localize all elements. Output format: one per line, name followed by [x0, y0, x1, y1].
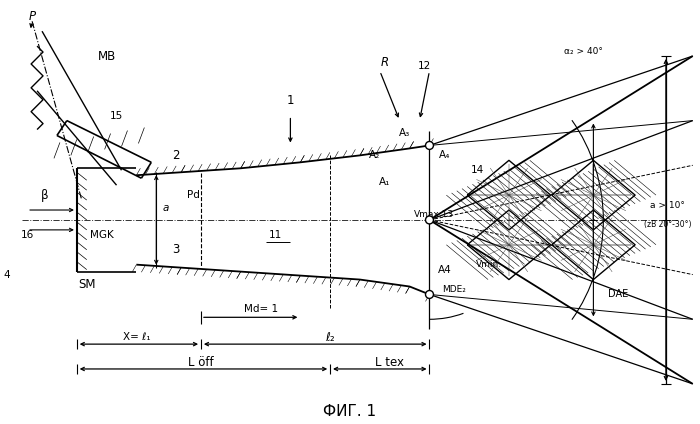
Text: 15: 15	[110, 111, 123, 121]
Text: A₂: A₂	[369, 151, 381, 160]
Text: P: P	[29, 10, 36, 23]
Text: 4: 4	[3, 270, 10, 279]
Text: MB: MB	[97, 50, 116, 62]
Text: 14: 14	[470, 165, 484, 175]
Text: Vmax.13: Vmax.13	[414, 210, 454, 220]
Text: ℓ₂: ℓ₂	[326, 331, 335, 344]
Text: X= ℓ₁: X= ℓ₁	[122, 332, 150, 342]
Text: β: β	[41, 189, 49, 201]
Circle shape	[426, 290, 433, 298]
Text: 1: 1	[286, 94, 294, 107]
Text: 2: 2	[172, 149, 180, 162]
Text: (zB 20°-30°): (zB 20°-30°)	[644, 220, 692, 229]
Text: 12: 12	[418, 61, 431, 71]
Circle shape	[426, 142, 433, 149]
Text: Md= 1: Md= 1	[244, 304, 278, 314]
Text: L öff: L öff	[188, 355, 214, 368]
Text: Vmin.: Vmin.	[476, 260, 502, 269]
Text: R: R	[381, 56, 388, 70]
Text: Pd: Pd	[187, 190, 199, 200]
Text: MDE₂: MDE₂	[442, 285, 466, 294]
Text: 16: 16	[20, 230, 34, 240]
Text: A4: A4	[438, 265, 452, 275]
Text: A₄: A₄	[439, 151, 450, 160]
Text: α₂ > 40°: α₂ > 40°	[564, 47, 603, 56]
Text: a > 10°: a > 10°	[650, 201, 685, 209]
Text: 3: 3	[172, 243, 180, 256]
Text: MGK: MGK	[90, 230, 113, 240]
Text: ФИГ. 1: ФИГ. 1	[323, 404, 377, 419]
Text: SM: SM	[78, 278, 95, 291]
Circle shape	[426, 216, 433, 224]
Text: DAE: DAE	[608, 290, 629, 299]
Text: L tex: L tex	[375, 355, 404, 368]
Text: 11: 11	[269, 230, 282, 240]
Text: a: a	[163, 203, 169, 213]
Text: A₁: A₁	[379, 177, 391, 187]
Text: A₃: A₃	[399, 128, 410, 137]
